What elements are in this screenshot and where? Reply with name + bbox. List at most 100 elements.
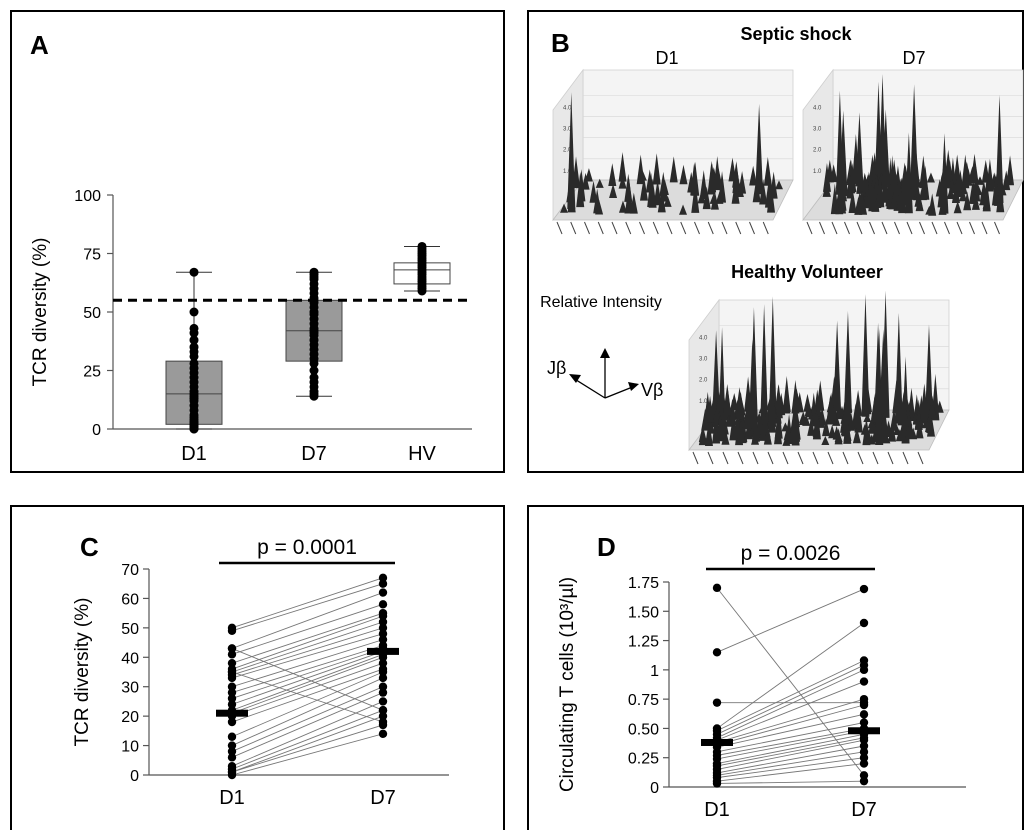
spectral-peak <box>848 188 857 213</box>
data-point-d7 <box>859 618 869 628</box>
spectral-peak <box>652 153 661 185</box>
x-tick-label: D1 <box>181 443 207 465</box>
x-tick-label: D1 <box>219 787 245 809</box>
z-tick-label: 1.0 <box>563 169 572 175</box>
spectral-peak <box>860 172 869 192</box>
spectral-peak <box>701 408 710 431</box>
data-point-d1 <box>227 747 237 756</box>
x-tick-mark <box>652 221 659 235</box>
spectral-peak <box>844 391 853 412</box>
data-point-d7 <box>859 700 869 710</box>
y-axis-title: TCR diversity (%) <box>72 598 93 747</box>
data-point <box>189 335 199 345</box>
data-point-d1 <box>227 658 237 668</box>
spectral-peak <box>576 171 585 208</box>
spectral-peak <box>982 178 991 212</box>
panel-a-chart: A 0 25 50 75 100 TCR diversity (%) D1 D7 HV <box>30 30 472 465</box>
spectral-peak <box>881 109 890 186</box>
pair-line <box>231 603 384 655</box>
z-tick-label: 2.0 <box>563 148 572 154</box>
z-tick-label: 3.0 <box>813 127 822 133</box>
spectral-peak <box>879 329 888 415</box>
panel-c: C 0 10 20 30 40 50 60 70 TCR diversity (%) D1 D7 p … <box>10 505 505 830</box>
pair-line <box>716 763 865 782</box>
y-tick-label: 1.50 <box>628 604 659 621</box>
spectral-peak <box>763 425 772 445</box>
pair-line <box>231 671 384 738</box>
spectral-peak <box>890 192 899 208</box>
x-tick-mark <box>707 451 714 465</box>
pair-line <box>231 677 384 746</box>
x-tick-mark <box>680 221 687 235</box>
data-point-d7 <box>378 611 388 621</box>
data-point-d7 <box>859 771 869 780</box>
y-tick-label: 10 <box>121 739 139 756</box>
data-point-d7 <box>859 677 869 686</box>
spectral-peak <box>993 173 1002 185</box>
pair-line <box>716 733 865 765</box>
data-point-d7 <box>859 718 869 727</box>
spectral-peak <box>618 152 627 182</box>
spectral-peak <box>624 202 633 214</box>
spectral-peak <box>799 412 808 424</box>
data-point-d7 <box>378 667 388 677</box>
data-point-d7 <box>378 629 388 638</box>
spectral-peak <box>743 403 752 430</box>
spectral-peak <box>697 191 706 204</box>
spectral-peak <box>723 383 732 415</box>
spectral-peak <box>970 193 979 204</box>
spectral-peak <box>852 427 861 444</box>
x-tick-mark <box>767 451 774 465</box>
spectral-peak <box>744 421 753 440</box>
data-point-d7 <box>378 635 388 644</box>
data-point-d7 <box>859 747 869 757</box>
spectral-peak <box>959 180 968 195</box>
spectral-peak <box>858 189 867 215</box>
surface-d7: 1.0 2.0 3.0 4.0 <box>802 68 1024 235</box>
data-point-d1 <box>227 682 237 691</box>
spectral-peak <box>709 193 718 204</box>
data-point-d7 <box>859 776 869 786</box>
pair-line <box>716 713 865 748</box>
x-tick-mark <box>902 451 909 465</box>
spectral-peak <box>782 435 791 446</box>
spectral-peak <box>864 385 873 413</box>
spectral-peak <box>805 407 814 418</box>
pair-line <box>716 739 865 770</box>
data-point-d1 <box>227 770 237 780</box>
x-tick-mark <box>735 221 742 235</box>
spectral-peak <box>851 133 860 185</box>
data-point-d1 <box>227 626 237 635</box>
pair-line <box>231 662 384 717</box>
spectral-peak <box>660 186 669 202</box>
pair-line <box>231 639 384 688</box>
spectral-peak <box>807 417 816 436</box>
spectral-peak <box>581 172 590 190</box>
spectral-peak <box>812 409 821 427</box>
pair-line <box>716 757 865 779</box>
spectral-peak <box>866 176 875 207</box>
spectral-peak <box>608 163 617 186</box>
x-tick-mark <box>597 221 604 235</box>
spectral-peak <box>704 420 713 446</box>
surface-healthy-volunteer: 1.0 2.0 3.0 4.0 <box>688 290 950 465</box>
spectral-peak <box>826 396 835 413</box>
v-beta-label: Vβ <box>641 380 663 400</box>
median-bar <box>701 738 733 746</box>
pair-line <box>716 727 865 756</box>
data-point <box>189 358 199 368</box>
x-tick-mark <box>666 221 673 235</box>
spectral-peak <box>881 168 890 203</box>
data-point-d1 <box>227 644 237 653</box>
data-point-d7 <box>378 711 388 721</box>
x-tick-mark <box>894 221 900 235</box>
panel-c-label: C <box>80 532 99 562</box>
spectral-peak <box>706 396 715 423</box>
median-bar <box>367 647 399 655</box>
spectral-peak <box>821 436 830 445</box>
spectral-peak <box>698 425 707 442</box>
x-tick-mark <box>906 221 913 235</box>
panel-d-chart: D 0 0.25 0.50 0.75 1 1.25 1.50 1.75 Circulating … <box>557 532 966 821</box>
data-point-d1 <box>227 753 237 762</box>
spectral-peak <box>954 167 963 197</box>
